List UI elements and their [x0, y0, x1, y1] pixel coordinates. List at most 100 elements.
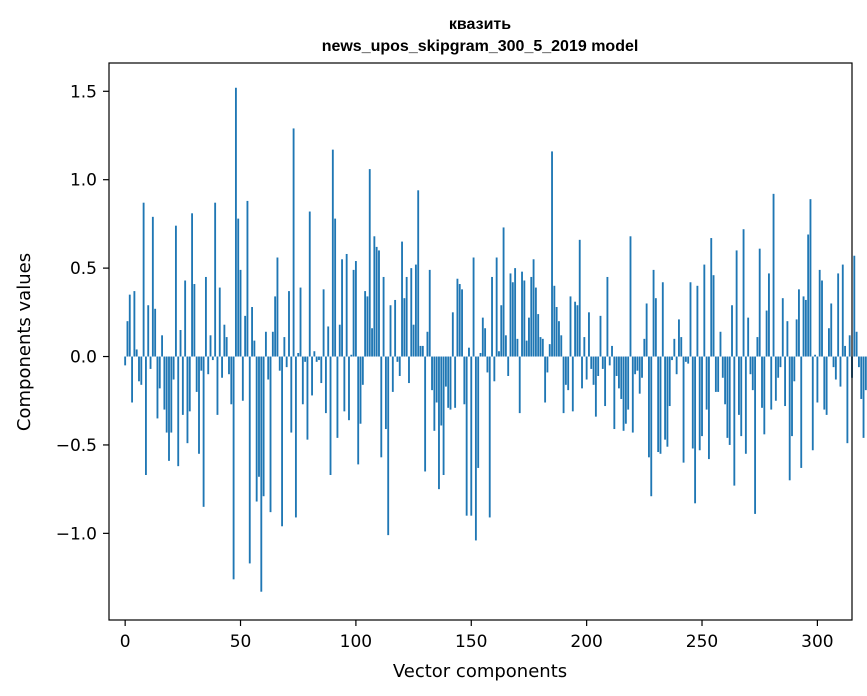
bar-65	[274, 296, 277, 357]
bar-55	[251, 307, 253, 357]
bar-81	[311, 356, 313, 396]
bar-256	[714, 356, 717, 392]
bar-73	[292, 128, 295, 357]
bar-214	[618, 356, 620, 389]
bar-320	[862, 356, 865, 438]
bar-5	[135, 349, 138, 357]
bar-79	[306, 356, 309, 440]
bar-305	[828, 328, 830, 357]
bar-10	[147, 305, 150, 357]
bar-126	[414, 264, 417, 357]
bar-208	[604, 356, 607, 407]
bar-244	[687, 356, 690, 364]
bar-80	[308, 211, 311, 357]
bar-317	[855, 331, 858, 357]
bar-252	[705, 356, 708, 410]
bar-57	[255, 356, 258, 502]
bar-27	[186, 356, 189, 444]
bar-218	[627, 356, 630, 410]
bar-168	[511, 282, 514, 357]
bar-26	[184, 280, 187, 357]
bar-164	[502, 227, 505, 357]
bar-147	[463, 356, 466, 405]
bar-173	[523, 280, 526, 357]
bar-257	[717, 356, 720, 392]
bar-136	[438, 356, 440, 490]
bar-307	[832, 356, 835, 368]
bar-103	[361, 356, 364, 385]
bar-283	[777, 356, 780, 378]
bar-245	[689, 282, 692, 357]
bar-225	[643, 338, 646, 357]
bar-131	[426, 331, 429, 357]
bar-202	[590, 356, 593, 369]
bar-15	[158, 356, 161, 389]
bar-286	[784, 356, 787, 407]
bar-203	[592, 356, 595, 385]
bar-137	[440, 356, 443, 426]
bar-53	[246, 200, 249, 357]
bar-12	[151, 216, 154, 357]
bar-96	[345, 253, 348, 357]
bar-161	[495, 257, 498, 357]
bar-177	[532, 259, 535, 357]
bar-11	[149, 356, 152, 369]
bar-285	[781, 298, 784, 357]
bar-58	[258, 356, 260, 477]
bar-105	[366, 296, 369, 357]
bar-64	[271, 331, 274, 357]
bar-68	[281, 356, 283, 527]
bar-114	[387, 356, 390, 536]
bar-34	[202, 356, 205, 507]
bar-6	[138, 356, 140, 382]
bar-239	[675, 356, 678, 375]
bar-195	[574, 301, 577, 357]
bar-206	[599, 315, 602, 357]
bar-280	[770, 356, 773, 410]
x-tick-label: 250	[686, 632, 718, 652]
bar-217	[624, 356, 627, 424]
bar-210	[608, 356, 611, 366]
bar-120	[401, 241, 403, 357]
bar-43	[223, 324, 226, 357]
bar-201	[588, 312, 590, 357]
bar-0	[124, 356, 127, 366]
bar-145	[458, 284, 461, 357]
bar-284	[779, 356, 782, 368]
bar-230	[654, 298, 657, 357]
bar-91	[334, 218, 337, 357]
bar-25	[181, 356, 184, 415]
bar-35	[204, 276, 207, 357]
bar-178	[534, 287, 537, 357]
bar-16	[161, 335, 163, 357]
bar-223	[638, 356, 641, 394]
bar-133	[431, 356, 433, 391]
bar-165	[504, 335, 507, 357]
bar-196	[576, 305, 579, 357]
bar-301	[818, 269, 821, 357]
bar-273	[754, 356, 757, 514]
bar-8	[142, 202, 145, 357]
bar-174	[525, 340, 528, 357]
bar-128	[419, 345, 422, 357]
bar-303	[823, 356, 826, 410]
bar-197	[578, 239, 581, 357]
bar-265	[735, 250, 738, 357]
bar-29	[191, 213, 193, 357]
bar-47	[232, 356, 235, 580]
bar-89	[329, 356, 332, 475]
bar-175	[528, 317, 530, 357]
bar-242	[682, 356, 685, 463]
bar-70	[285, 356, 288, 368]
bar-172	[521, 271, 523, 357]
bar-192	[567, 356, 570, 391]
bar-88	[327, 326, 330, 357]
bar-199	[583, 337, 586, 357]
bar-102	[359, 356, 362, 424]
bar-130	[424, 356, 427, 472]
bar-248	[696, 285, 699, 357]
bar-77	[301, 356, 304, 405]
bar-243	[684, 356, 687, 362]
bar-9	[145, 356, 147, 475]
bar-13	[154, 308, 157, 357]
